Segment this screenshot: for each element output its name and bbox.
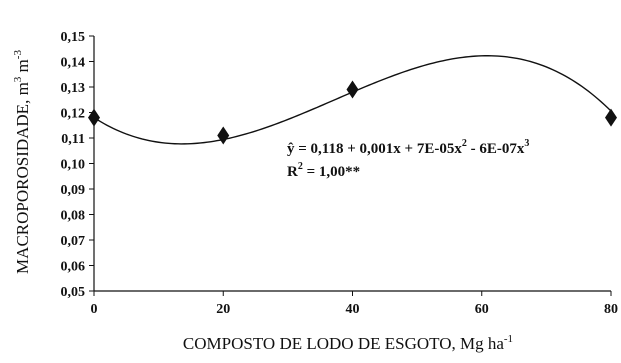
y-tick-label: 0,09 — [61, 183, 86, 198]
data-point — [605, 108, 617, 127]
y-tick-label: 0,07 — [61, 234, 86, 249]
y-tick-label: 0,12 — [61, 107, 86, 122]
fit-curve — [93, 55, 612, 145]
y-axis-title-mid: m — [13, 59, 32, 76]
equation-sup-2: 2 — [462, 138, 467, 149]
equation-body: = 0,118 + 0,001x + 7E-05x — [295, 141, 463, 157]
data-point — [346, 80, 359, 99]
r2-body: = 1,00** — [303, 164, 360, 180]
y-axis-title: MACROPOROSIDADE, m3 m-3 — [12, 50, 32, 274]
x-tick-label: 0 — [91, 302, 98, 317]
data-point — [217, 126, 230, 145]
y-axis-title-text: MACROPOROSIDADE, m — [13, 82, 32, 274]
equation-mid: - 6E-07x — [467, 141, 525, 157]
x-axis-title-sup: -1 — [504, 333, 513, 345]
y-tick-label: 0,08 — [61, 209, 86, 224]
y-tick-label: 0,10 — [61, 158, 86, 173]
r-squared: R2 = 1,00** — [287, 161, 360, 180]
plot-area: 0,05 0,06 0,07 0,08 0,09 0,10 0,11 0,12 0,13 0,14… — [61, 30, 619, 317]
data-point — [88, 108, 100, 127]
y-tick-label: 0,15 — [61, 30, 86, 45]
x-tick-label: 20 — [216, 302, 230, 317]
x-tick-label: 60 — [475, 302, 489, 317]
x-tick-label: 80 — [604, 302, 618, 317]
x-axis-title-text: COMPOSTO DE LODO DE ESGOTO, Mg ha — [183, 334, 504, 353]
equation-sup-3: 3 — [524, 138, 529, 149]
y-tick-label: 0,06 — [61, 260, 86, 275]
r2-sup: 2 — [298, 161, 303, 172]
equation-yhat: ŷ — [287, 141, 295, 157]
r2-prefix: R — [287, 164, 298, 180]
y-axis-title-sup2: -3 — [12, 50, 24, 60]
regression-equation: ŷ = 0,118 + 0,001x + 7E-05x2 - 6E-07x3 — [287, 138, 529, 157]
y-tick-label: 0,05 — [61, 285, 86, 300]
y-tick-label: 0,14 — [61, 56, 86, 71]
x-tick-label: 40 — [346, 302, 360, 317]
x-axis-title: COMPOSTO DE LODO DE ESGOTO, Mg ha-1 — [183, 333, 513, 353]
y-tick-label: 0,11 — [61, 132, 85, 147]
y-axis-title-sup1: 3 — [12, 76, 24, 82]
y-tick-label: 0,13 — [61, 81, 86, 96]
